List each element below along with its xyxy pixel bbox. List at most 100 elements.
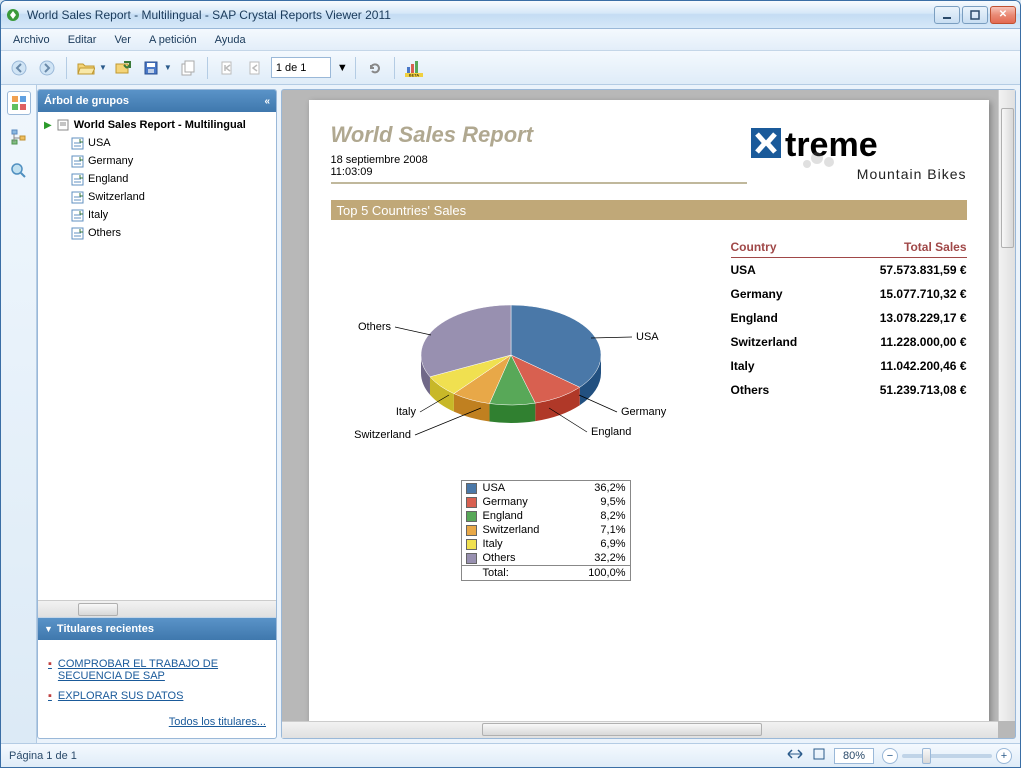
table-row: Others51.239.713,08 €	[731, 378, 967, 402]
report-title: World Sales Report	[331, 122, 747, 148]
group-icon	[70, 226, 84, 240]
table-row: Italy11.042.200,46 €	[731, 354, 967, 378]
report-icon	[56, 118, 70, 132]
tree-item[interactable]: USA	[40, 134, 274, 152]
zoom-in-button[interactable]: +	[996, 748, 1012, 764]
fit-page-icon[interactable]	[812, 747, 826, 764]
table-row: Germany15.077.710,32 €	[731, 282, 967, 306]
logo-subtitle: Mountain Bikes	[747, 166, 967, 182]
group-icon	[70, 190, 84, 204]
tree-hscroll[interactable]	[38, 600, 276, 617]
legend-item: Germany9,5%	[462, 495, 630, 509]
headline-link[interactable]: ▪COMPROBAR EL TRABAJO DE SECUENCIA DE SA…	[48, 658, 266, 682]
all-headlines-link[interactable]: Todos los titulares...	[169, 716, 266, 728]
report-viewport: World Sales Report 18 septiembre 2008 11…	[281, 89, 1016, 739]
svg-text:Germany: Germany	[621, 406, 667, 418]
group-icon	[70, 136, 84, 150]
tree-item[interactable]: Switzerland	[40, 188, 274, 206]
collapse-icon[interactable]: «	[264, 96, 270, 107]
app-icon	[5, 7, 21, 23]
legend-item: England8,2%	[462, 509, 630, 523]
report-page: World Sales Report 18 septiembre 2008 11…	[309, 100, 989, 738]
menu-ver[interactable]: Ver	[106, 32, 139, 48]
zoom-value[interactable]: 80%	[834, 748, 874, 764]
open-dropdown[interactable]: ▼	[99, 63, 107, 72]
group-icon	[70, 208, 84, 222]
sales-table: Country Total Sales USA57.573.831,59 €Ge…	[731, 240, 967, 470]
zoom-out-button[interactable]: −	[882, 748, 898, 764]
tree-item[interactable]: England	[40, 170, 274, 188]
nav-forward-button[interactable]	[35, 56, 59, 80]
toolbar: ▼ ▼ ▼ BETA	[1, 51, 1020, 85]
page-dropdown[interactable]: ▼	[337, 62, 348, 74]
tree-item[interactable]: Italy	[40, 206, 274, 224]
beta-chart-button[interactable]: BETA	[402, 56, 426, 80]
menu-ayuda[interactable]: Ayuda	[207, 32, 254, 48]
save-button[interactable]	[139, 56, 163, 80]
company-logo: treme Mountain Bikes	[747, 122, 967, 182]
svg-text:Italy: Italy	[395, 406, 416, 418]
window-title: World Sales Report - Multilingual - SAP …	[27, 8, 934, 22]
legend-item: Italy6,9%	[462, 537, 630, 551]
group-tree[interactable]: ▶ World Sales Report - Multilingual USAG…	[38, 112, 276, 600]
legend-item: Switzerland7,1%	[462, 523, 630, 537]
group-icon	[70, 154, 84, 168]
open-button[interactable]	[74, 56, 98, 80]
report-vscroll[interactable]	[998, 90, 1015, 721]
legend-item: USA36,2%	[462, 481, 630, 495]
tree-root-label: World Sales Report - Multilingual	[74, 119, 246, 131]
tree-item[interactable]: Germany	[40, 152, 274, 170]
maximize-button[interactable]	[962, 6, 988, 24]
minimize-button[interactable]	[934, 6, 960, 24]
menu-apeticion[interactable]: A petición	[141, 32, 205, 48]
report-hscroll[interactable]	[282, 721, 998, 738]
side-panel: Árbol de grupos « ▶ World Sales Report -…	[37, 89, 277, 739]
search-icon[interactable]	[7, 159, 31, 183]
chevron-down-icon: ▼	[44, 624, 53, 634]
group-tree-header[interactable]: Árbol de grupos «	[38, 90, 276, 112]
zoom-slider[interactable]	[902, 754, 992, 758]
legend-item: Others32,2%	[462, 551, 630, 565]
fit-width-icon[interactable]	[786, 747, 804, 764]
refresh-button[interactable]	[363, 56, 387, 80]
svg-text:BETA: BETA	[409, 72, 419, 77]
status-page: Página 1 de 1	[9, 750, 77, 762]
page-input[interactable]	[271, 57, 331, 78]
menubar: Archivo Editar Ver A petición Ayuda	[1, 29, 1020, 51]
headlines-header[interactable]: ▼ Titulares recientes	[38, 618, 276, 640]
first-page-button[interactable]	[215, 56, 239, 80]
table-row: England13.078.229,17 €	[731, 306, 967, 330]
headline-link[interactable]: ▪EXPLORAR SUS DATOS	[48, 690, 266, 702]
tree-item[interactable]: Others	[40, 224, 274, 242]
tree-view-icon[interactable]	[7, 125, 31, 149]
legend-total-label: Total:	[483, 567, 583, 579]
group-icon	[70, 172, 84, 186]
svg-text:Switzerland: Switzerland	[354, 429, 411, 441]
col-country: Country	[731, 240, 905, 254]
menu-editar[interactable]: Editar	[60, 32, 105, 48]
table-row: USA57.573.831,59 €	[731, 258, 967, 282]
legend-total-pct: 100,0%	[588, 567, 625, 579]
pie-chart: USAGermanyEnglandSwitzerlandItalyOthers	[331, 240, 711, 470]
section-bar: Top 5 Countries' Sales	[331, 200, 967, 220]
svg-text:Others: Others	[357, 321, 391, 333]
col-total: Total Sales	[904, 240, 966, 254]
titlebar[interactable]: World Sales Report - Multilingual - SAP …	[1, 1, 1020, 29]
app-window: World Sales Report - Multilingual - SAP …	[0, 0, 1021, 768]
save-dropdown[interactable]: ▼	[164, 63, 172, 72]
prev-page-button[interactable]	[243, 56, 267, 80]
nav-back-button[interactable]	[7, 56, 31, 80]
headlines-title: Titulares recientes	[57, 623, 154, 635]
menu-archivo[interactable]: Archivo	[5, 32, 58, 48]
panel-toggle-icon[interactable]	[7, 91, 31, 115]
report-time: 11:03:09	[331, 166, 747, 178]
copy-button[interactable]	[176, 56, 200, 80]
tree-root[interactable]: ▶ World Sales Report - Multilingual	[40, 116, 274, 134]
import-button[interactable]	[111, 56, 135, 80]
expand-arrow-icon[interactable]: ▶	[44, 120, 52, 131]
close-button[interactable]: ✕	[990, 6, 1016, 24]
report-date: 18 septiembre 2008	[331, 154, 747, 166]
left-icon-column	[1, 85, 37, 743]
svg-text:USA: USA	[636, 331, 659, 343]
group-tree-title: Árbol de grupos	[44, 95, 129, 107]
